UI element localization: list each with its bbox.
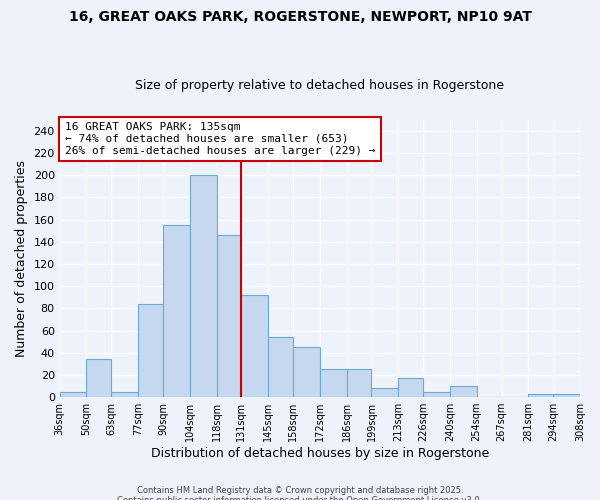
Bar [59, 392, 86, 397]
Bar [450, 386, 476, 397]
X-axis label: Distribution of detached houses by size in Rogerstone: Distribution of detached houses by size … [151, 447, 489, 460]
Bar [241, 295, 268, 397]
Bar [190, 175, 217, 397]
Bar [347, 370, 371, 397]
Bar [163, 225, 190, 397]
Bar [423, 392, 450, 397]
Bar [398, 378, 423, 397]
Bar [112, 392, 138, 397]
Bar [138, 304, 163, 397]
Bar [553, 394, 580, 397]
Bar [320, 370, 347, 397]
Bar [217, 235, 241, 397]
Bar [529, 394, 553, 397]
Bar [268, 337, 293, 397]
Y-axis label: Number of detached properties: Number of detached properties [15, 160, 28, 357]
Text: Contains HM Land Registry data © Crown copyright and database right 2025.: Contains HM Land Registry data © Crown c… [137, 486, 463, 495]
Title: Size of property relative to detached houses in Rogerstone: Size of property relative to detached ho… [136, 79, 505, 92]
Text: 16 GREAT OAKS PARK: 135sqm
← 74% of detached houses are smaller (653)
26% of sem: 16 GREAT OAKS PARK: 135sqm ← 74% of deta… [65, 122, 376, 156]
Text: 16, GREAT OAKS PARK, ROGERSTONE, NEWPORT, NP10 9AT: 16, GREAT OAKS PARK, ROGERSTONE, NEWPORT… [68, 10, 532, 24]
Bar [86, 360, 112, 397]
Bar [293, 347, 320, 397]
Bar [371, 388, 398, 397]
Text: Contains public sector information licensed under the Open Government Licence v3: Contains public sector information licen… [118, 496, 482, 500]
